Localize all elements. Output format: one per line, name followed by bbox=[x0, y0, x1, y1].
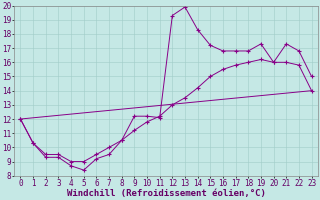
X-axis label: Windchill (Refroidissement éolien,°C): Windchill (Refroidissement éolien,°C) bbox=[67, 189, 266, 198]
